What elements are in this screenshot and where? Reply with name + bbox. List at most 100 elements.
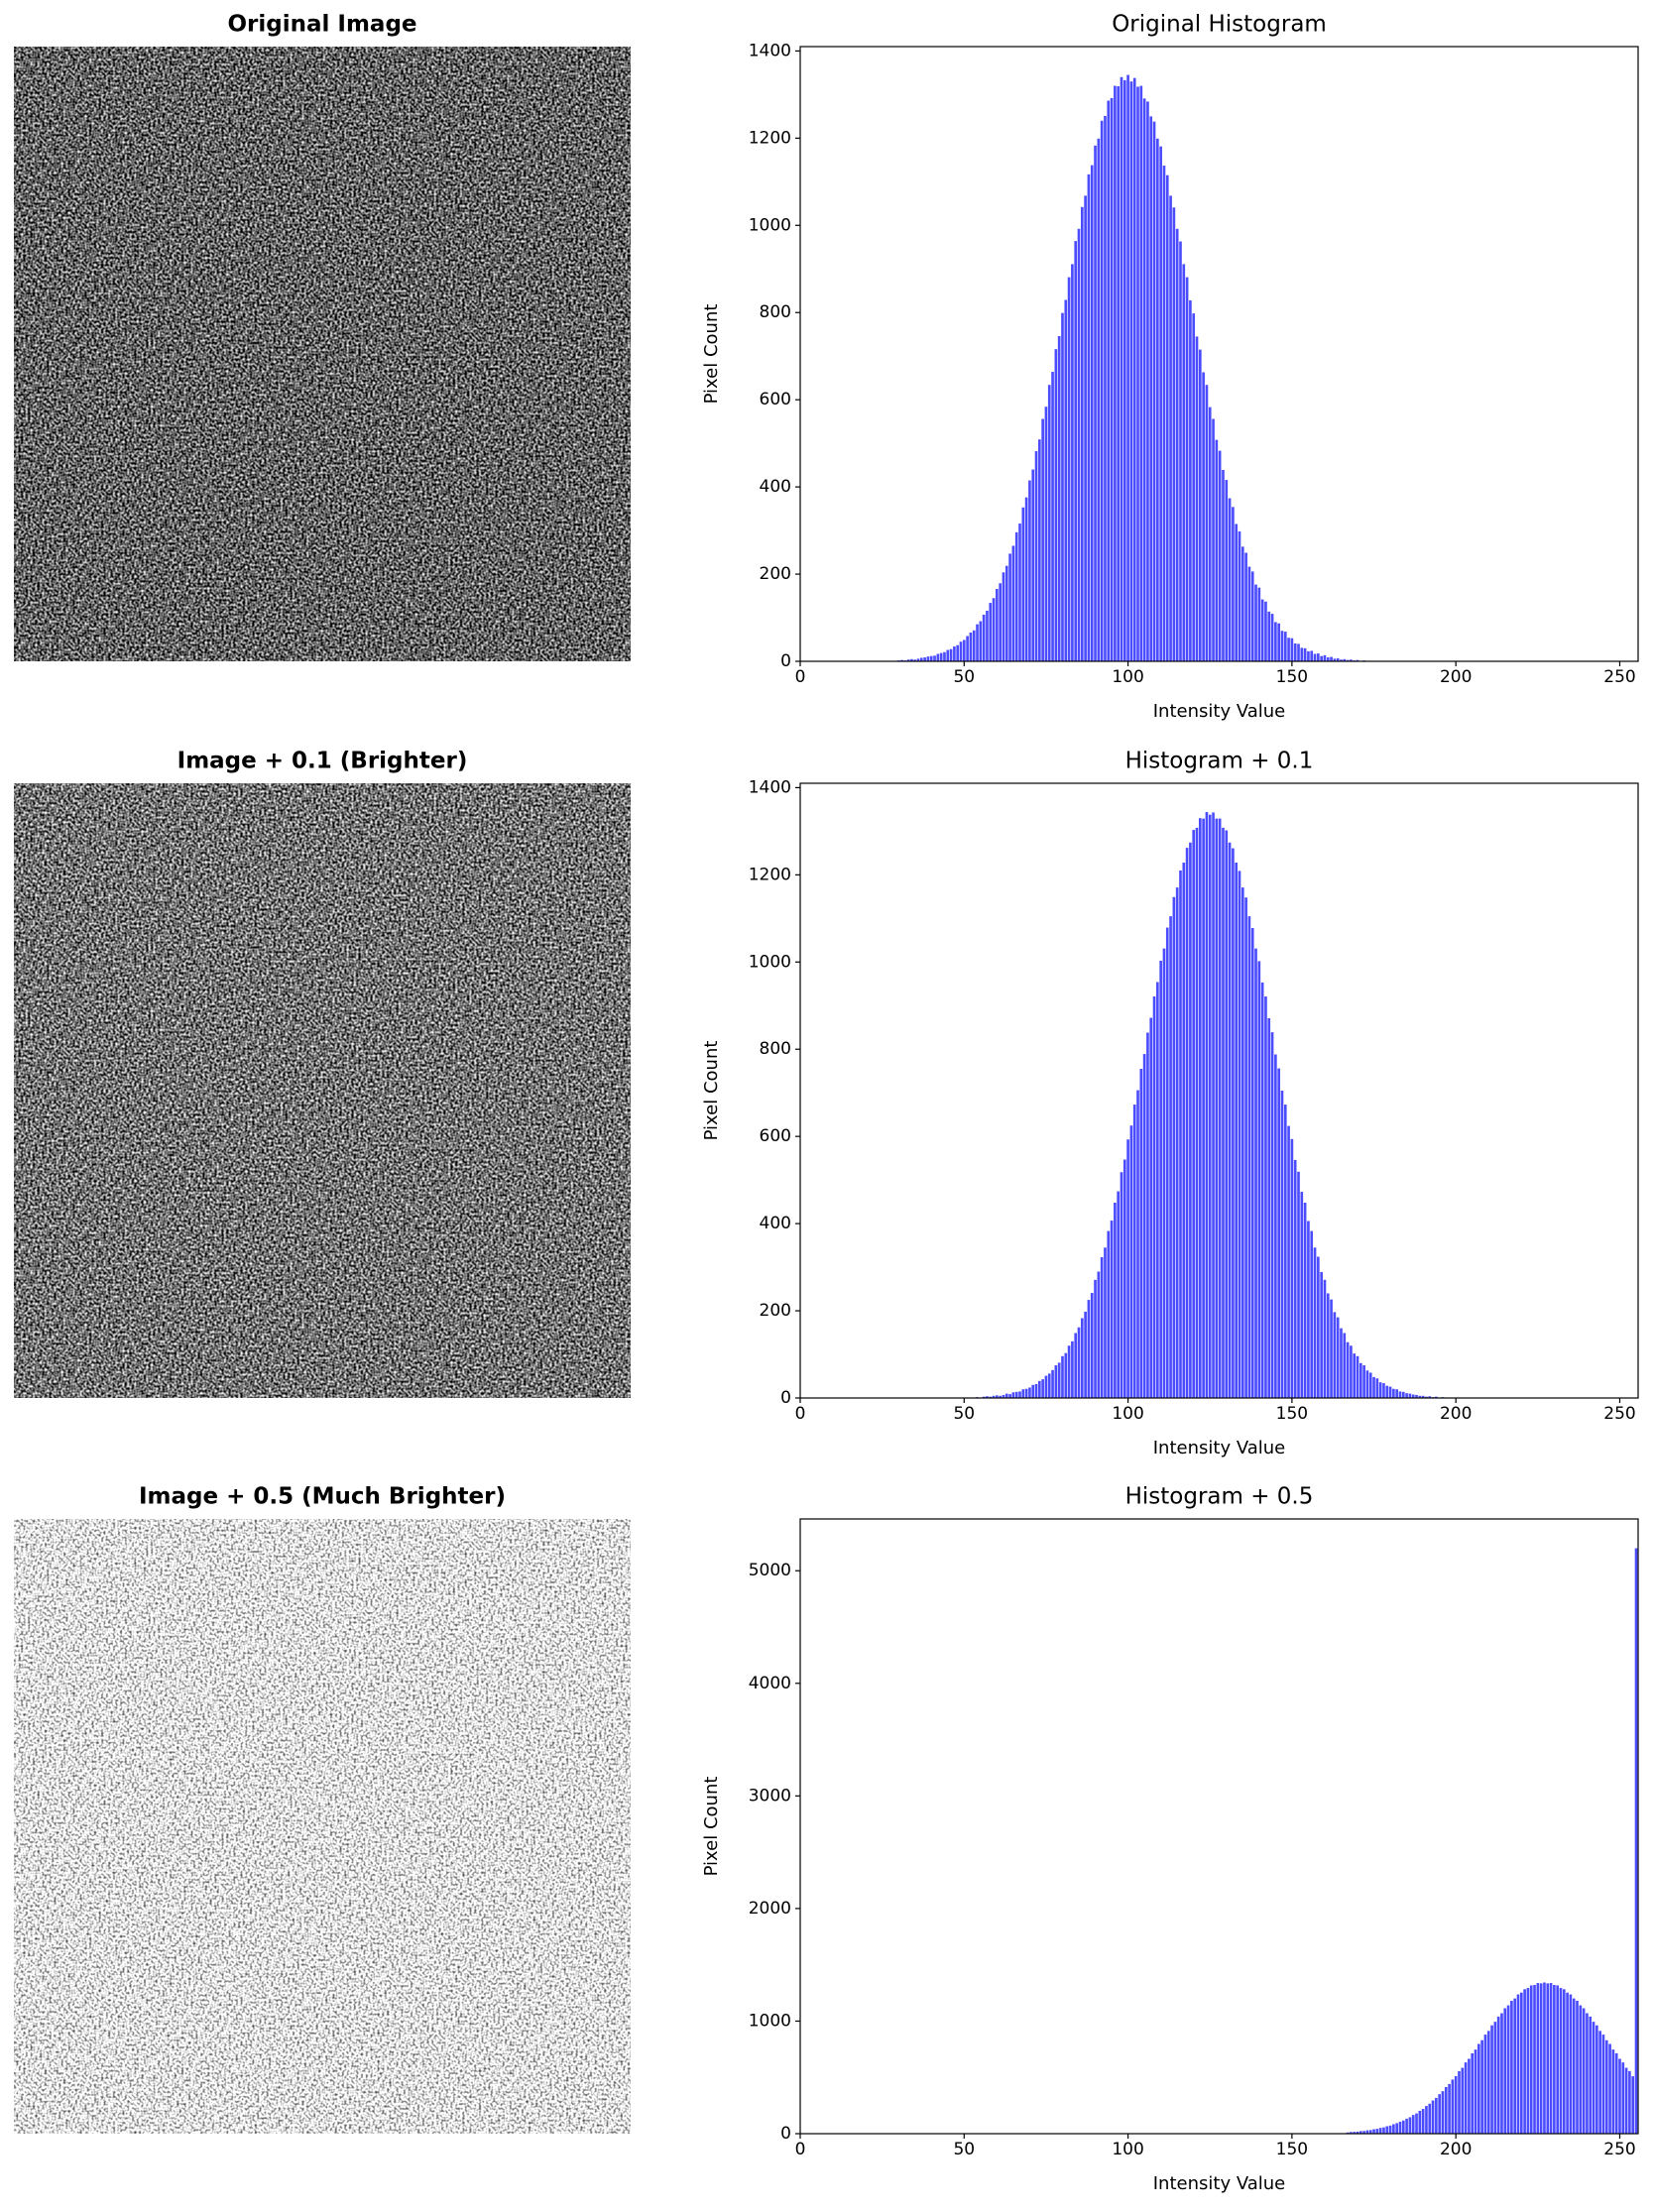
bar [1087,174,1091,661]
bar [1199,349,1202,661]
bar [1392,1388,1395,1398]
y-tick-label: 1000 [749,952,791,972]
bar [999,583,1002,661]
bar [1100,120,1104,661]
bar [1270,1032,1274,1398]
bar [1500,2013,1503,2134]
bar [1553,1984,1556,2134]
bar [1240,887,1244,1398]
bar [1333,1312,1337,1398]
bar [1126,74,1129,661]
x-tick-label: 250 [1603,667,1635,687]
y-tick-label: 800 [760,302,791,322]
bar [1385,1385,1389,1398]
bar [1350,2132,1353,2134]
bar [1375,2129,1379,2134]
bar [976,624,979,661]
y-tick-label: 2000 [749,1899,791,1919]
bar [1038,439,1041,661]
bar [1333,658,1337,661]
x-axis-label: Intensity Value [1153,2173,1286,2194]
y-tick-label: 4000 [749,1674,791,1693]
bar [1549,1983,1553,2134]
noise-image [14,47,631,661]
bar [1051,1369,1054,1398]
bar [1526,1988,1530,2134]
bar [1185,277,1189,661]
bar [1254,948,1257,1398]
y-axis-label: Pixel Count [701,1041,722,1141]
bar [1169,916,1172,1398]
bar [1024,497,1028,661]
bar [1192,830,1196,1398]
bar [972,630,976,661]
bar [1136,86,1139,661]
bar [1365,1370,1369,1398]
bar [1461,2067,1465,2134]
bar [1582,2008,1586,2134]
bar [1401,2120,1405,2134]
bar [1323,1279,1327,1398]
bar [1044,407,1048,661]
bar [1425,1396,1428,1398]
bar [1097,1271,1101,1398]
bar [1365,2130,1369,2134]
bar [1238,871,1241,1398]
bar [1608,2043,1611,2134]
bar [1438,2094,1441,2134]
bar [1132,77,1136,661]
bar [1421,1395,1425,1398]
bar [1444,2086,1448,2134]
bar [1576,2001,1579,2134]
bar [1323,654,1327,661]
bar [1162,948,1166,1398]
bar [1031,469,1035,661]
bar [1139,1069,1143,1398]
bar [1057,1362,1061,1398]
bar [1084,195,1087,661]
bar [1215,818,1219,1398]
bar [1100,1256,1104,1398]
y-tick-label: 5000 [749,1561,791,1580]
bar [1054,349,1058,661]
bar [913,659,917,661]
bar [1041,418,1044,661]
bar [1474,2049,1477,2134]
bar [1004,565,1008,661]
bar [1307,1221,1310,1398]
bar [1317,653,1320,661]
bar [1326,657,1330,661]
bar [1149,116,1153,661]
bar [1195,827,1199,1398]
bar [1418,1395,1422,1398]
x-tick-label: 0 [795,667,806,687]
bar [1156,138,1159,661]
bar [1104,115,1107,661]
bar [1240,546,1244,661]
bar [1358,2131,1362,2134]
bar [1310,1230,1314,1398]
bar [1008,553,1011,661]
bar [926,656,930,661]
bar [1297,643,1300,661]
bar [1358,1362,1362,1398]
bar [1205,385,1209,661]
bar [1510,2001,1513,2134]
bar [1080,206,1084,661]
bar [1129,1125,1133,1398]
bar [1287,1125,1290,1398]
y-tick-label: 1000 [749,215,791,235]
bar [1448,2083,1451,2134]
bar [1104,1247,1107,1398]
bar [1232,507,1235,661]
bar [996,589,999,661]
y-tick-label: 600 [760,390,791,409]
bar [1189,299,1192,661]
bar [1624,2067,1628,2134]
bar [1044,1375,1048,1398]
bar [1114,85,1117,661]
bar [1254,584,1257,661]
bar [982,614,986,661]
bar [1313,653,1317,661]
